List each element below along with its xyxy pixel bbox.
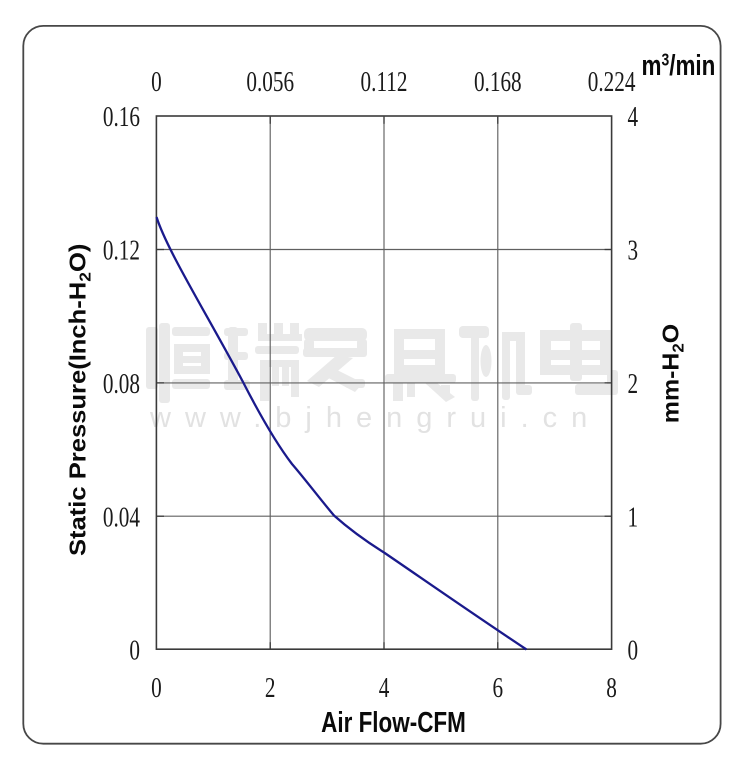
svg-text:Air Flow-CFM: Air Flow-CFM xyxy=(321,708,466,739)
svg-text:0.224: 0.224 xyxy=(588,66,636,98)
svg-text:0.08: 0.08 xyxy=(103,368,140,400)
svg-text:0.16: 0.16 xyxy=(103,101,140,133)
svg-text:0.168: 0.168 xyxy=(474,66,522,98)
svg-text:0: 0 xyxy=(129,634,140,666)
svg-text:0.112: 0.112 xyxy=(361,66,408,98)
svg-text:4: 4 xyxy=(628,101,639,133)
svg-text:m3/min: m3/min xyxy=(642,51,716,82)
svg-text:2: 2 xyxy=(628,368,639,400)
svg-text:3: 3 xyxy=(628,235,639,267)
svg-text:0: 0 xyxy=(628,634,639,666)
svg-text:6: 6 xyxy=(492,672,503,704)
svg-text:0.056: 0.056 xyxy=(246,66,294,98)
svg-text:1: 1 xyxy=(628,501,639,533)
svg-text:8: 8 xyxy=(606,672,617,704)
svg-text:0.12: 0.12 xyxy=(103,235,140,267)
svg-text:0: 0 xyxy=(151,672,162,704)
svg-text:0.04: 0.04 xyxy=(103,501,140,533)
svg-text:mm-H2O: mm-H2O xyxy=(658,324,687,423)
svg-text:2: 2 xyxy=(265,672,276,704)
svg-text:www.bjhengrui.cn: www.bjhengrui.cn xyxy=(149,402,601,434)
svg-text:Static Pressure(Inch-H2O): Static Pressure(Inch-H2O) xyxy=(65,244,94,556)
svg-text:0: 0 xyxy=(151,66,162,98)
svg-text:4: 4 xyxy=(379,672,390,704)
